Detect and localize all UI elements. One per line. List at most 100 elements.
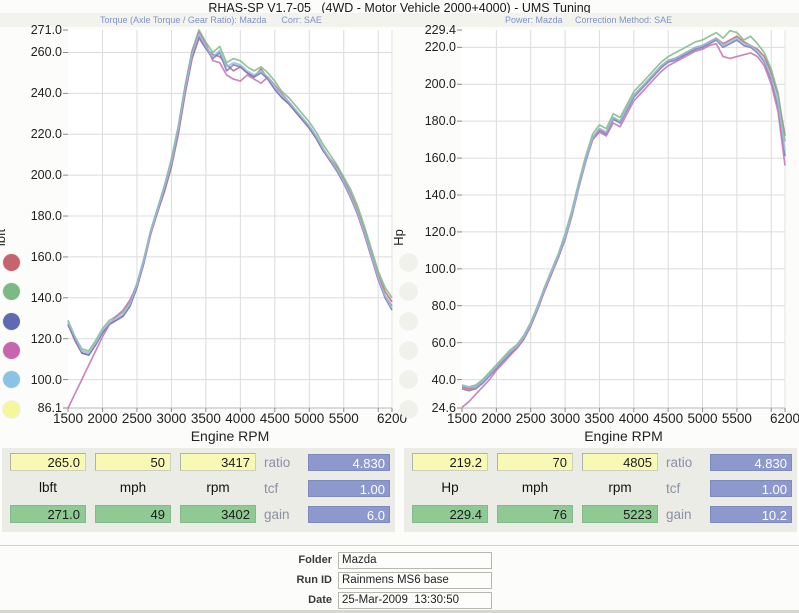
x-tick-label: 5500 — [328, 411, 359, 426]
run-legend-dot-6[interactable] — [400, 400, 417, 418]
tcf-value: 1.00 — [308, 480, 390, 497]
curve-green — [67, 29, 393, 352]
torque-chart: lbft 271.0 260.0 240.0 220.0 200.0 180.0 160.0… — [0, 23, 407, 448]
speed-cursor-value: 70 — [497, 453, 573, 471]
run-legend-dot-1[interactable] — [3, 254, 20, 271]
torque-x-tick-labels: 1500 2000 2500 3000 3500 4000 4500 5000 5500 6200 — [53, 411, 407, 427]
rpm-cursor-value: 3417 — [180, 453, 256, 471]
run-legend-dot-6[interactable] — [3, 400, 20, 418]
x-tick-label: 6200 — [769, 411, 799, 426]
speed-peak-value: 76 — [497, 505, 573, 523]
run-id-label: Run ID — [296, 574, 332, 586]
rpm-unit-label: rpm — [206, 480, 230, 495]
run-legend-dot-5[interactable] — [400, 371, 417, 389]
x-tick-label: 3000 — [550, 411, 581, 426]
y-tick-label: 24.6 — [431, 401, 456, 415]
x-tick-label: 5000 — [687, 411, 718, 426]
y-tick-label: 229.4 — [424, 23, 456, 37]
tcf-value: 1.00 — [710, 480, 792, 497]
y-tick-label: 200.0 — [30, 168, 62, 183]
ratio-label: ratio — [666, 455, 693, 470]
run-legend-dot-3[interactable] — [3, 312, 20, 330]
gain-label: gain — [264, 507, 290, 522]
curve-pink — [461, 42, 786, 408]
run-legend-dot-1[interactable] — [400, 254, 417, 271]
y-tick-label: 271.0 — [30, 23, 62, 37]
run-id-field[interactable]: Rainmens MS6 base — [338, 572, 492, 589]
ratio-value: 4.830 — [710, 454, 792, 471]
x-tick-label: 4500 — [653, 411, 684, 426]
y-tick-label: 60.0 — [431, 335, 456, 350]
folder-field[interactable]: Mazda — [338, 552, 492, 569]
torque-unit-label: lbft — [38, 480, 57, 495]
x-tick-label: 3000 — [156, 411, 187, 426]
torque-cursor-value: 265.0 — [10, 453, 86, 471]
header-band — [0, 13, 799, 27]
x-tick-label: 3500 — [190, 411, 221, 426]
torque-y-axis-unit: lbft — [0, 228, 9, 247]
curve-blue — [67, 35, 393, 356]
torque-x-axis-title: Engine RPM — [190, 428, 270, 444]
gain-value: 6.0 — [308, 506, 390, 523]
power-peak-value: 229.4 — [412, 505, 488, 523]
folder-label: Folder — [298, 554, 332, 566]
power-unit-label: Hp — [441, 480, 459, 495]
x-tick-label: 2500 — [515, 411, 546, 426]
torque-chart-header: Torque (Axle Torque / Gear Ratio): Mazda… — [100, 15, 322, 25]
torque-y-tick-labels: 271.0 260.0 240.0 220.0 200.0 180.0 160.0 140.0… — [14, 23, 62, 415]
y-tick-label: 86.1 — [37, 401, 62, 415]
y-tick-label: 140.0 — [30, 290, 62, 305]
y-tick-label: 80.0 — [431, 298, 456, 313]
run-legend-dot-2[interactable] — [3, 283, 20, 301]
y-tick-label: 240.0 — [30, 86, 62, 101]
power-x-tick-labels: 1500 2000 2500 3000 3500 4000 4500 5000 5500 6200 — [447, 411, 799, 427]
x-tick-label: 2000 — [87, 411, 118, 426]
y-tick-label: 160.0 — [424, 151, 456, 166]
y-tick-label: 220.0 — [30, 127, 62, 142]
x-tick-label: 2000 — [481, 411, 512, 426]
power-x-axis-title: Engine RPM — [584, 428, 663, 444]
torque-plot-area — [63, 29, 393, 412]
torque-readout-panel: 265.0 50 3417 lbft mph rpm 271.0 49 3402… — [2, 448, 395, 532]
ratio-label: ratio — [264, 455, 291, 470]
tcf-label: tcf — [666, 481, 681, 496]
rpm-peak-value: 3402 — [180, 505, 256, 523]
y-tick-label: 40.0 — [431, 372, 456, 387]
run-legend-dot-4[interactable] — [400, 341, 417, 359]
speed-unit-label: mph — [119, 480, 147, 495]
run-legend-dot-5[interactable] — [3, 371, 20, 389]
power-y-tick-labels: 229.4 220.0 200.0 180.0 160.0 140.0 120.0 100.0… — [406, 23, 456, 415]
rpm-unit-label: rpm — [608, 480, 632, 495]
power-chart-header: Power: Mazda Correction Method: SAE — [505, 15, 673, 25]
date-field[interactable]: 25-Mar-2009 13:30:50 — [338, 592, 492, 609]
x-tick-label: 6200 — [376, 411, 408, 426]
x-tick-label: 5000 — [294, 411, 325, 426]
ratio-value: 4.830 — [308, 454, 390, 471]
y-tick-label: 140.0 — [424, 188, 456, 202]
x-tick-label: 4000 — [225, 411, 256, 426]
power-cursor-value: 219.2 — [412, 453, 488, 471]
y-tick-label: 180.0 — [424, 114, 456, 129]
y-tick-label: 260.0 — [30, 45, 62, 60]
y-tick-label: 100.0 — [424, 261, 456, 276]
y-tick-label: 120.0 — [30, 331, 62, 346]
power-plot-area — [457, 29, 786, 412]
power-readout-panel: 219.2 70 4805 Hp mph rpm 229.4 76 5223 r… — [404, 448, 797, 532]
run-legend-dot-4[interactable] — [3, 341, 20, 359]
run-legend-dot-3[interactable] — [400, 312, 417, 330]
x-tick-label: 3500 — [584, 411, 615, 426]
y-tick-label: 180.0 — [30, 209, 62, 224]
y-tick-label: 160.0 — [30, 249, 62, 264]
x-tick-label: 1500 — [52, 411, 84, 426]
x-tick-label: 1500 — [446, 411, 478, 426]
y-tick-label: 100.0 — [30, 372, 62, 387]
power-chart: Hp 229.4 220.0 200.0 180.0 160.0 140.0 120.0 10… — [391, 23, 799, 448]
date-label: Date — [308, 594, 332, 606]
run-legend-dot-2[interactable] — [400, 283, 417, 301]
gain-value: 10.2 — [710, 506, 792, 523]
x-tick-label: 4000 — [618, 411, 649, 426]
speed-peak-value: 49 — [95, 505, 171, 523]
gain-label: gain — [666, 507, 692, 522]
speed-cursor-value: 50 — [95, 453, 171, 471]
